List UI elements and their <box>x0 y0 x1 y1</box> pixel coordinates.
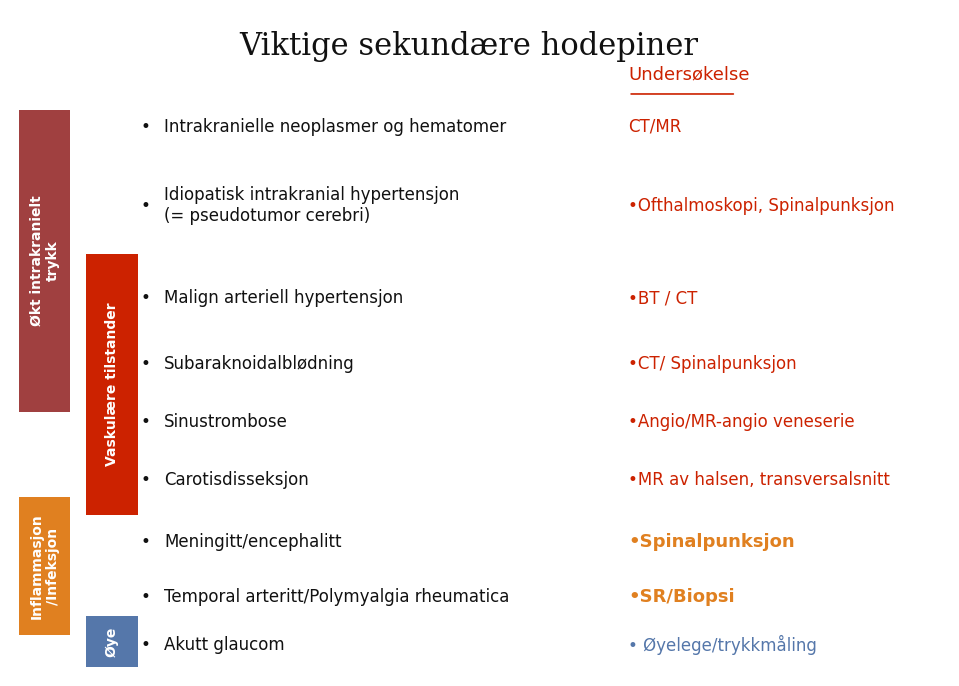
Text: CT/MR: CT/MR <box>628 118 682 136</box>
Text: •: • <box>140 355 151 372</box>
Text: •: • <box>140 413 151 431</box>
Text: Viktige sekundære hodepiner: Viktige sekundære hodepiner <box>240 31 698 62</box>
Text: •MR av halsen, transversalsnitt: •MR av halsen, transversalsnitt <box>628 471 890 489</box>
Text: Øye: Øye <box>105 626 119 657</box>
Text: •Ofthalmoskopi, Spinalpunksjon: •Ofthalmoskopi, Spinalpunksjon <box>628 197 895 215</box>
Text: •CT/ Spinalpunksjon: •CT/ Spinalpunksjon <box>628 355 797 372</box>
Text: •: • <box>140 588 151 606</box>
Text: Økt intrakranielt
trykk: Økt intrakranielt trykk <box>30 196 59 326</box>
Text: •: • <box>140 636 151 654</box>
Text: Malign arteriell hypertensjon: Malign arteriell hypertensjon <box>164 289 404 307</box>
Text: Intrakranielle neoplasmer og hematomer: Intrakranielle neoplasmer og hematomer <box>164 118 506 136</box>
Text: Inflammasjon
/Infeksjon: Inflammasjon /Infeksjon <box>30 513 59 619</box>
Text: •SR/Biopsi: •SR/Biopsi <box>628 588 735 606</box>
Text: Idiopatisk intrakranial hypertensjon
(= pseudotumor cerebri): Idiopatisk intrakranial hypertensjon (= … <box>164 187 459 225</box>
FancyBboxPatch shape <box>19 497 70 635</box>
Text: •Spinalpunksjon: •Spinalpunksjon <box>628 533 795 551</box>
Text: Subaraknoidalblødning: Subaraknoidalblødning <box>164 355 355 372</box>
Text: • Øyelege/trykkmåling: • Øyelege/trykkmåling <box>628 635 817 655</box>
Text: Vaskulære tilstander: Vaskulære tilstander <box>105 303 119 466</box>
Text: •: • <box>140 197 151 215</box>
Text: Temporal arteritt/Polymyalgia rheumatica: Temporal arteritt/Polymyalgia rheumatica <box>164 588 509 606</box>
Text: •BT / CT: •BT / CT <box>628 289 698 307</box>
Text: Meningitt/encephalitt: Meningitt/encephalitt <box>164 533 341 551</box>
Text: •Angio/MR-angio veneserie: •Angio/MR-angio veneserie <box>628 413 854 431</box>
FancyBboxPatch shape <box>86 616 138 667</box>
Text: Akutt glaucom: Akutt glaucom <box>164 636 285 654</box>
Text: Carotisdisseksjon: Carotisdisseksjon <box>164 471 309 489</box>
Text: Sinustrombose: Sinustrombose <box>164 413 288 431</box>
Text: •: • <box>140 118 151 136</box>
Text: •: • <box>140 533 151 551</box>
Text: Undersøkelse: Undersøkelse <box>628 65 750 83</box>
FancyBboxPatch shape <box>19 110 70 412</box>
Text: •: • <box>140 289 151 307</box>
FancyBboxPatch shape <box>86 254 138 514</box>
Text: •: • <box>140 471 151 489</box>
